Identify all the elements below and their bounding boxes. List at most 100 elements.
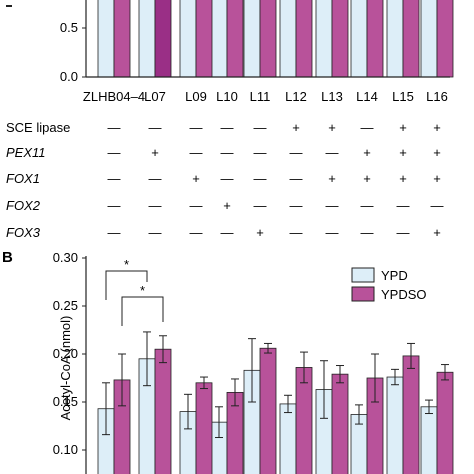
genotype-mark: — <box>190 120 203 135</box>
genotype-mark: + <box>363 145 371 160</box>
panel-b-label: B <box>2 249 13 266</box>
panel-a-bar-ypdso <box>402 0 420 78</box>
genotype-mark: — <box>326 225 339 240</box>
panel-b-bar-ypd <box>279 403 297 474</box>
panel-a-x-tick-label: ZLHB04–4 <box>83 89 145 104</box>
genotype-mark: — <box>190 198 203 213</box>
genotype-mark: — <box>254 120 267 135</box>
legend-label-ypdso: YPDSO <box>381 287 427 302</box>
genotype-mark: — <box>221 225 234 240</box>
panel-b-y-ticks: 0.30 0.25 0.20 0.15 0.10 <box>53 250 86 457</box>
panel-a-bar-ypd <box>138 0 156 78</box>
genotype-mark: + <box>328 120 336 135</box>
genotype-mark: — <box>108 225 121 240</box>
legend: YPD YPDSO <box>351 267 427 302</box>
genotype-mark: — <box>361 120 374 135</box>
genotype-mark: — <box>361 225 374 240</box>
genotype-mark: — <box>254 145 267 160</box>
panel-a-x-tick-label: L16 <box>426 89 448 104</box>
panel-a-bar-ypdso <box>154 0 172 78</box>
panel-a-bar-ypdso <box>331 0 349 78</box>
genotype-mark: + <box>399 145 407 160</box>
genotype-mark: — <box>221 171 234 186</box>
significance-bracket <box>121 296 164 326</box>
genotype-row-label: SCE lipase <box>6 120 70 135</box>
panel-b-bar-ypdso <box>436 371 454 474</box>
genotype-mark: + <box>151 145 159 160</box>
panel-b-bar-ypdso <box>195 382 213 474</box>
panel-b-bar-ypdso <box>295 367 313 474</box>
genotype-mark: + <box>292 120 300 135</box>
genotype-mark: + <box>433 145 441 160</box>
panel-a-bar-ypdso <box>113 0 131 78</box>
panel-a-bar-ypdso <box>195 0 213 78</box>
panel-b-bar-ypd <box>420 406 438 474</box>
panel-a-bar-ypdso <box>226 0 244 78</box>
panel-a-x-tick-label: L09 <box>185 89 207 104</box>
panel-b-bars <box>97 347 454 474</box>
panel-a-bar-ypd <box>279 0 297 78</box>
panel-a-bar-ypd <box>210 0 228 78</box>
genotype-mark: — <box>108 145 121 160</box>
genotype-mark: — <box>149 171 162 186</box>
genotype-mark: — <box>254 198 267 213</box>
genotype-mark: — <box>190 225 203 240</box>
panel-b-y-axis-title: Acetyl-CoA (nmol) <box>58 316 73 421</box>
panel-a-x-tick-label: L10 <box>216 89 238 104</box>
panel-a-x-tick-label: L15 <box>392 89 414 104</box>
genotype-mark: + <box>433 225 441 240</box>
genotype-mark: — <box>108 120 121 135</box>
panel-a-x-tick-labels: ZLHB04–4 L07 L09 L10 L11 L12 L13 L14 L15 L16 <box>83 89 448 104</box>
genotype-mark: + <box>399 171 407 186</box>
panel-a-bar-ypdso <box>259 0 277 78</box>
genotype-row-label: FOX1 <box>6 171 40 186</box>
panel-a-bar-ypd <box>420 0 438 78</box>
genotype-mark: — <box>290 171 303 186</box>
genotype-mark: + <box>256 225 264 240</box>
panel-a-bar-ypd <box>97 0 115 78</box>
panel-a-y-tick-label: 0.5 <box>60 20 78 35</box>
genotype-mark: — <box>397 198 410 213</box>
panel-a-bar-ypd <box>386 0 404 78</box>
panel-a-chart: 0.5 0.0 ZLHB04–4 L07 L09 L10 L11 L12 L13 L14 L15… <box>6 0 454 104</box>
genotype-mark: + <box>363 171 371 186</box>
panel-b-bar-ypdso <box>259 347 277 474</box>
genotype-row-label: PEX11 <box>6 145 46 160</box>
genotype-mark: + <box>192 171 200 186</box>
genotype-mark: — <box>290 225 303 240</box>
genotype-mark: — <box>149 120 162 135</box>
genotype-mark: — <box>108 171 121 186</box>
genotype-mark: — <box>397 225 410 240</box>
panel-a-x-tick-label: L12 <box>285 89 307 104</box>
genotype-mark: + <box>433 120 441 135</box>
genotype-mark: — <box>290 145 303 160</box>
genotype-mark: — <box>361 198 374 213</box>
panel-a-bars <box>97 0 454 78</box>
panel-b-chart: B Acetyl-CoA (nmol) 0.30 0.25 0.20 0.15 0.10… <box>2 249 454 474</box>
significance-star: * <box>140 283 145 298</box>
genotype-mark: — <box>221 120 234 135</box>
legend-label-ypd: YPD <box>381 268 408 283</box>
panel-a-bar-ypdso <box>295 0 313 78</box>
genotype-mark: — <box>108 198 121 213</box>
genotype-row-label: FOX3 <box>6 225 41 240</box>
genotype-mark: + <box>433 171 441 186</box>
panel-a-bar-ypd <box>179 0 197 78</box>
genotype-mark: — <box>326 145 339 160</box>
panel-b-bar-ypdso <box>154 348 172 474</box>
panel-a-bar-ypdso <box>366 0 384 78</box>
genotype-mark: — <box>326 198 339 213</box>
significance-star: * <box>124 257 129 272</box>
panel-a-x-tick-label: L13 <box>321 89 343 104</box>
genotype-mark: + <box>223 198 231 213</box>
genotype-mark: — <box>190 145 203 160</box>
genotype-mark: — <box>149 198 162 213</box>
panel-a-bar-ypd <box>243 0 261 78</box>
panel-b-error-bars <box>102 331 449 439</box>
panel-a-x-tick-label: L11 <box>250 89 271 104</box>
panel-b-y-tick-label: 0.30 <box>53 250 78 265</box>
significance-bracket <box>105 270 148 300</box>
panel-a-bar-ypd <box>315 0 333 78</box>
legend-swatch-ypd <box>351 267 375 283</box>
